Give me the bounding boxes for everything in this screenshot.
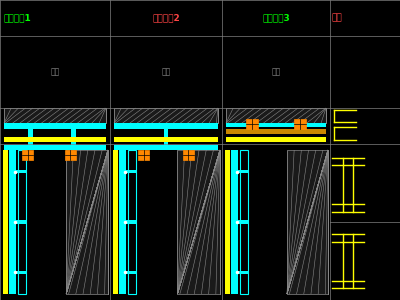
Bar (226, 123, 326, 127)
Bar (3, 150, 8, 294)
Bar (16, 271, 26, 274)
Bar (113, 150, 118, 294)
Bar (128, 150, 136, 294)
Bar (65, 150, 76, 160)
Bar (231, 150, 238, 294)
Bar (294, 119, 306, 129)
Bar (16, 220, 26, 224)
Bar (226, 129, 326, 134)
Bar (114, 137, 218, 142)
Bar (246, 119, 258, 129)
Bar (238, 170, 248, 173)
Bar (183, 150, 194, 160)
Bar (18, 150, 26, 294)
Bar (4, 137, 106, 142)
Bar (226, 137, 326, 142)
Text: 石材干挂3: 石材干挂3 (262, 14, 290, 22)
Bar (138, 150, 149, 160)
Bar (126, 170, 136, 173)
Bar (9, 150, 16, 294)
Bar (4, 123, 106, 128)
Text: 图例: 图例 (271, 68, 281, 76)
Bar (114, 145, 218, 150)
Bar (178, 150, 220, 294)
Bar (240, 150, 248, 294)
Bar (114, 108, 218, 123)
Bar (71, 128, 76, 145)
Bar (238, 271, 248, 274)
Bar (164, 128, 168, 145)
Bar (28, 128, 33, 145)
Text: 图例: 图例 (161, 68, 171, 76)
Bar (287, 150, 328, 294)
Bar (4, 145, 106, 150)
Bar (238, 220, 248, 224)
Bar (119, 150, 126, 294)
Text: 石材干挂1: 石材干挂1 (4, 14, 32, 22)
Bar (114, 123, 218, 128)
Bar (4, 108, 106, 123)
Bar (225, 150, 230, 294)
Bar (126, 271, 136, 274)
Bar (226, 108, 326, 123)
Text: 石材: 石材 (332, 14, 343, 22)
Text: 图例: 图例 (50, 68, 60, 76)
Bar (66, 150, 108, 294)
Bar (22, 150, 33, 160)
Bar (16, 170, 26, 173)
Text: 石材干挂2: 石材干挂2 (152, 14, 180, 22)
Bar (126, 220, 136, 224)
